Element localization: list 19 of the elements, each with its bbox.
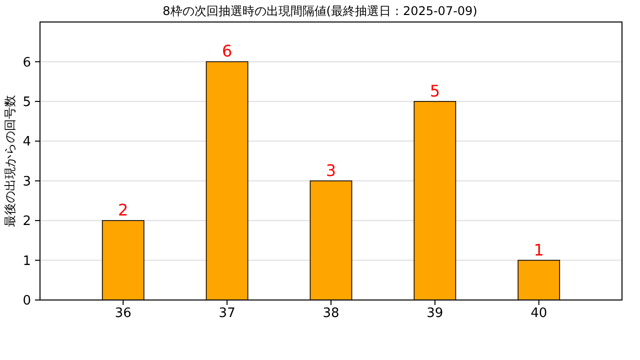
data-label: 1 xyxy=(534,240,544,260)
data-label: 5 xyxy=(430,81,440,100)
x-tick-label: 38 xyxy=(322,306,340,321)
y-axis-title: 最後の出現からの回号数 xyxy=(3,95,17,227)
y-tick-label: 6 xyxy=(22,55,31,70)
x-tick-label: 37 xyxy=(218,306,236,321)
y-tick-label: 1 xyxy=(22,254,31,269)
y-tick-label: 2 xyxy=(22,214,31,230)
x-tick-label: 36 xyxy=(114,306,132,321)
x-tick-label: 39 xyxy=(426,306,444,321)
y-tick-label: 3 xyxy=(22,174,31,190)
chart-title: 8枠の次回抽選時の出現間隔値(最終抽選日：2025-07-09) xyxy=(162,4,478,18)
y-tick-label: 4 xyxy=(22,134,31,150)
data-label: 2 xyxy=(118,200,128,220)
x-tick-label: 40 xyxy=(530,306,548,321)
y-tick-label: 5 xyxy=(22,94,31,110)
data-label: 3 xyxy=(326,160,336,180)
data-label: 6 xyxy=(222,42,232,61)
y-tick-label: 0 xyxy=(22,294,31,309)
